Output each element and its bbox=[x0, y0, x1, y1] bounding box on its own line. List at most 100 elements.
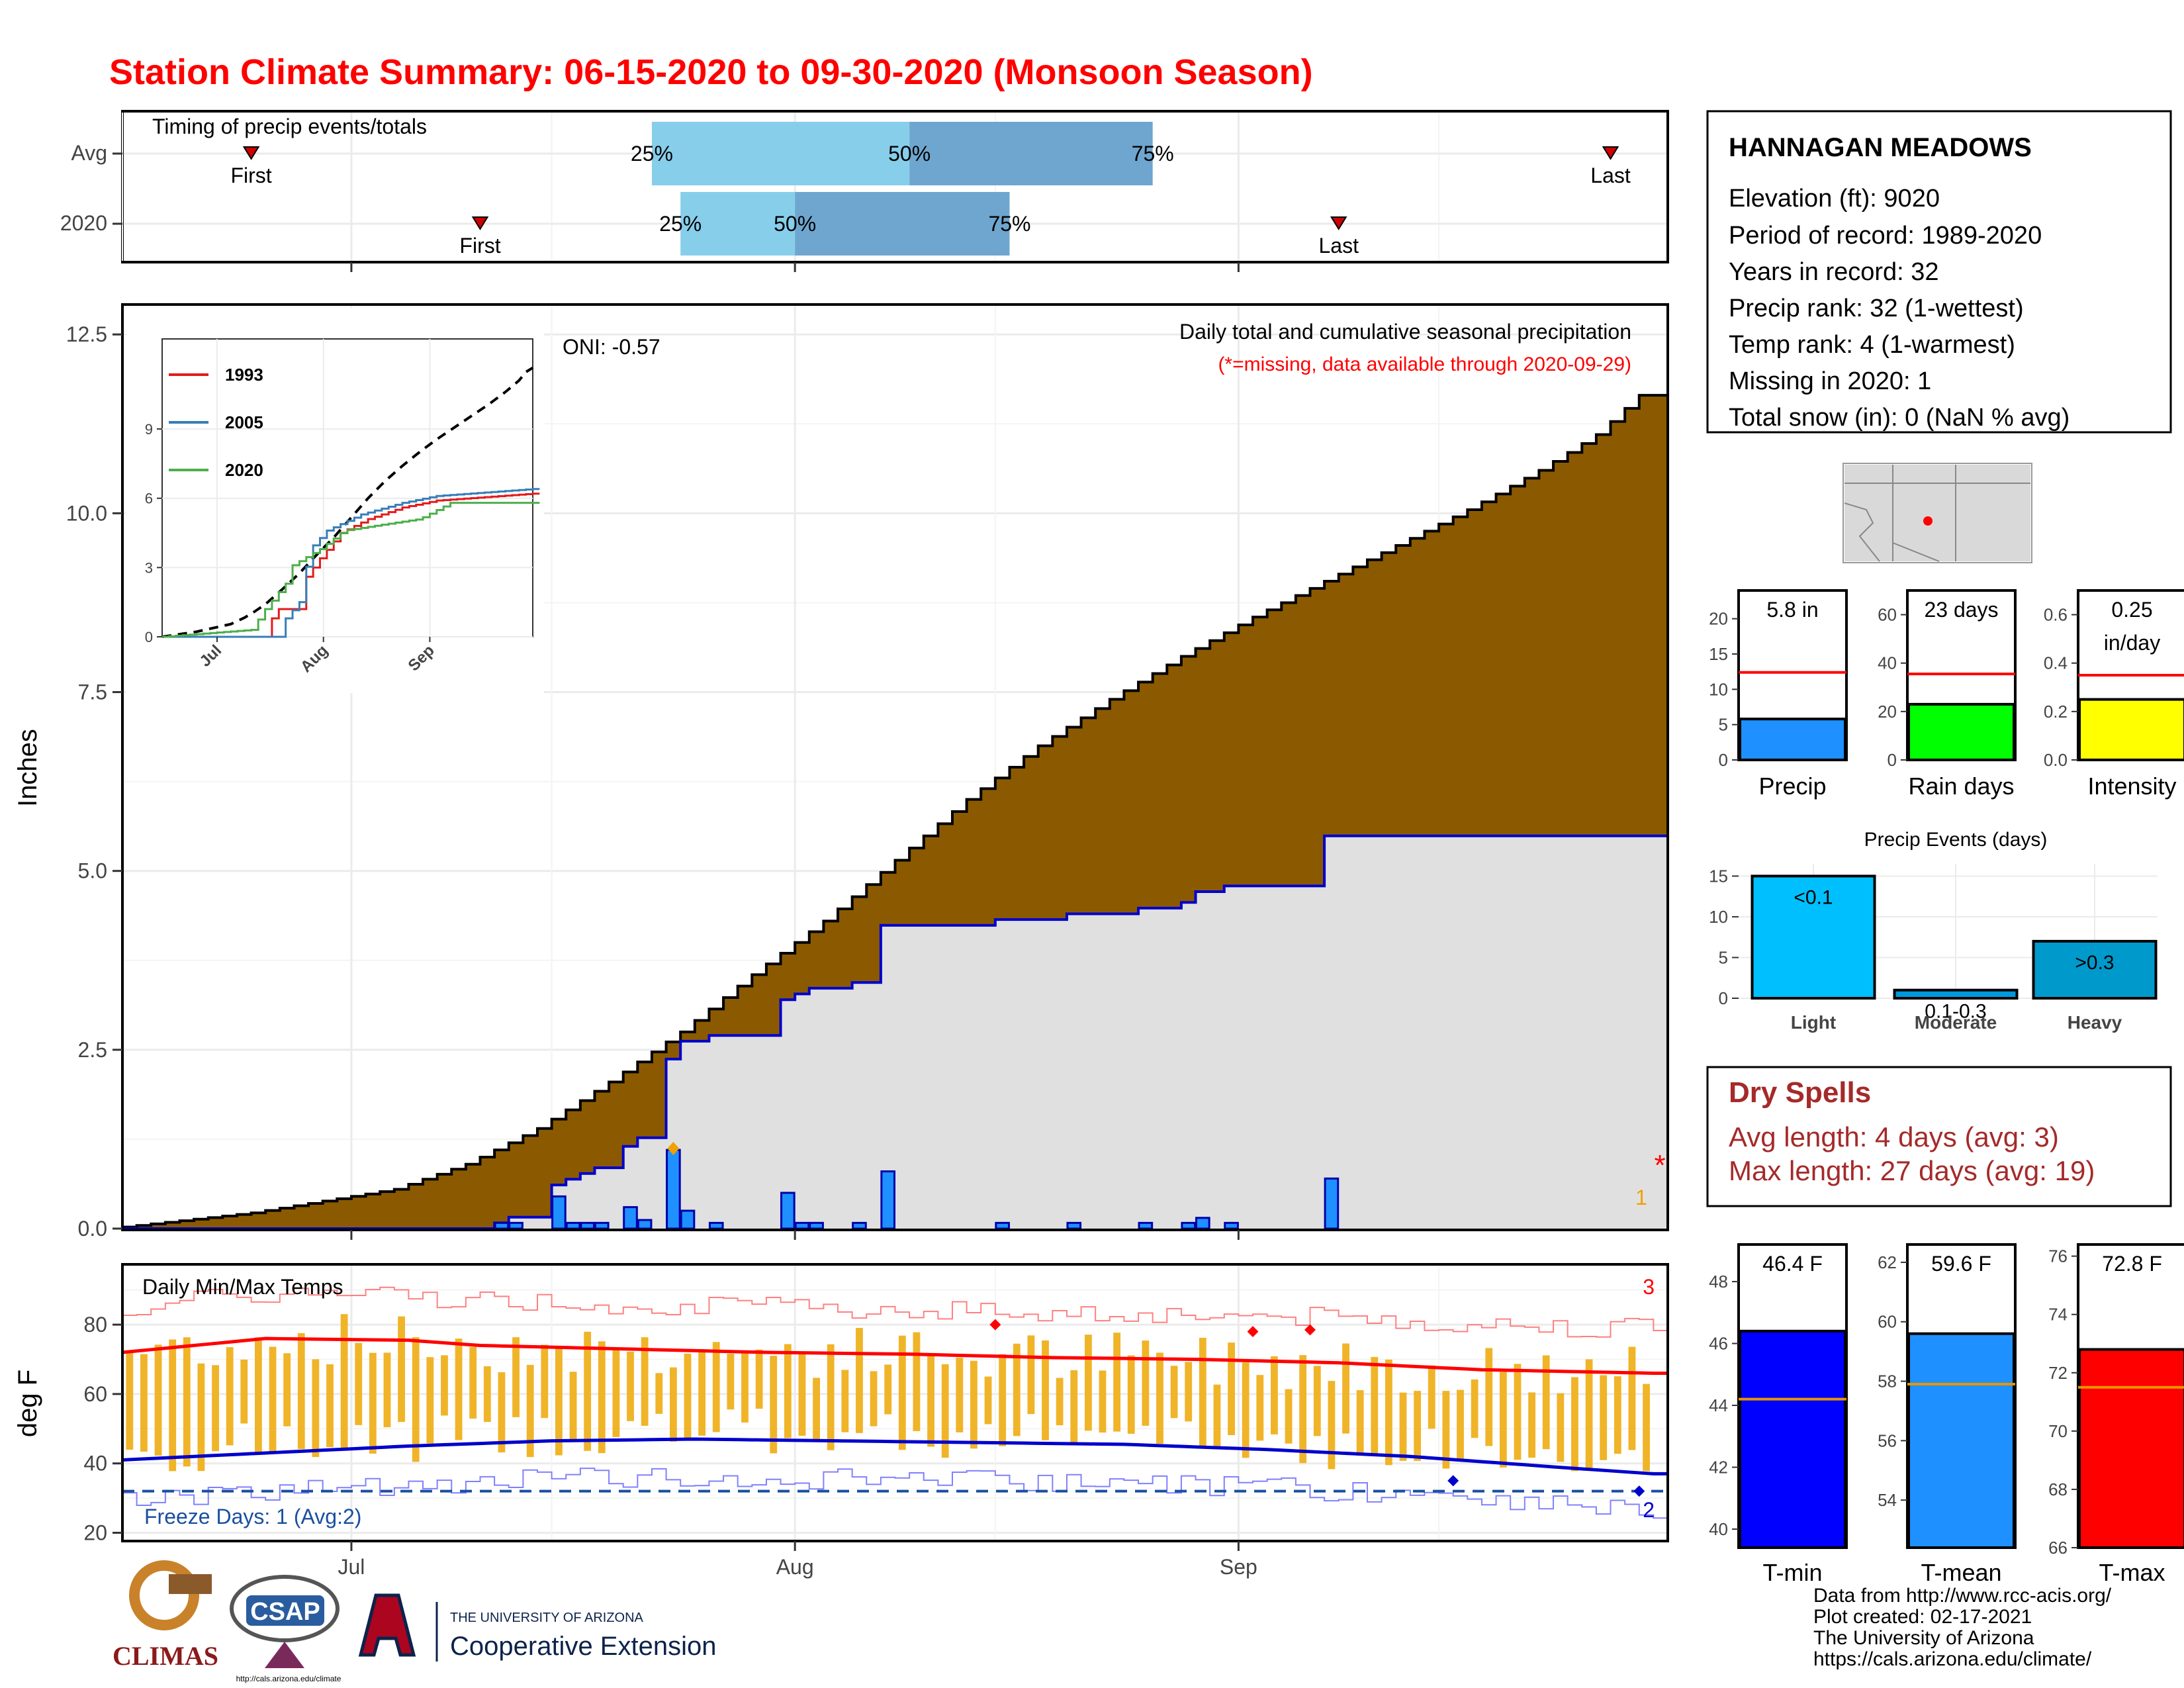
daily-temp-bar bbox=[1585, 1359, 1593, 1471]
daily-precip-bar bbox=[1224, 1221, 1239, 1230]
daily-temp-bar bbox=[1342, 1343, 1349, 1434]
daily-temp-bar bbox=[254, 1337, 262, 1455]
daily-temp-bar bbox=[569, 1372, 577, 1440]
daily-temp-bar bbox=[283, 1353, 291, 1427]
temp-summary-tick-label: 66 bbox=[2048, 1538, 2068, 1558]
summary-bar-tick-label: 60 bbox=[1878, 605, 1897, 625]
temp-summary-tick-label: 72 bbox=[2048, 1363, 2068, 1383]
temp-gridlines bbox=[122, 1266, 1666, 1540]
daily-temp-bar bbox=[970, 1360, 978, 1449]
daily-temp-bar bbox=[197, 1363, 205, 1472]
daily-temp-bar bbox=[1099, 1370, 1107, 1433]
temp-y-axis: 20 40 60 80 bbox=[83, 1313, 122, 1545]
freeze-days-label: Freeze Days: 1 (Avg:2) bbox=[144, 1505, 361, 1528]
temp-summary-name: T-mean bbox=[1921, 1559, 2001, 1586]
timing-q50-label: 50% bbox=[888, 142, 931, 165]
temp-summary-tick-label: 46 bbox=[1709, 1334, 1728, 1354]
summary-bar-value bbox=[2078, 698, 2184, 761]
precip-y-tick-label: 2.5 bbox=[78, 1038, 107, 1062]
summary-bar-tick-label: 0.4 bbox=[2044, 653, 2068, 673]
daily-temp-bar bbox=[455, 1338, 463, 1440]
precip-events-category-label: Moderate bbox=[1915, 1012, 1997, 1033]
station-info-box: HANNAGAN MEADOWS Elevation (ft): 9020 Pe… bbox=[1706, 110, 2172, 434]
timing-last-marker bbox=[1602, 146, 1619, 160]
csap-logo-text: CSAP bbox=[250, 1598, 320, 1626]
station-name: HANNAGAN MEADOWS bbox=[1729, 133, 2032, 162]
daily-temp-bar bbox=[655, 1373, 663, 1414]
summary-bar-value-label-2: in/day bbox=[2104, 631, 2160, 655]
daily-temp-bar bbox=[1199, 1337, 1206, 1448]
summary-bar-tick-label: 0 bbox=[1719, 750, 1728, 770]
daily-temp-bar bbox=[870, 1371, 878, 1427]
daily-temp-bar bbox=[412, 1337, 420, 1462]
daily-temp-bar bbox=[612, 1350, 620, 1437]
temp-summary-value-bar bbox=[2078, 1348, 2184, 1549]
inset-y-tick-label: 6 bbox=[145, 491, 153, 507]
dry-spells-title: Dry Spells bbox=[1729, 1076, 1871, 1109]
daily-temp-bar bbox=[1313, 1366, 1321, 1436]
temp-y-tick-label: 20 bbox=[83, 1521, 107, 1545]
summary-bar-tick-label: 10 bbox=[1709, 679, 1728, 699]
summary-bar-charts: 0 5 10 15 20 5.8 in Precip 0 20 40 60 23 days Rain d… bbox=[1709, 589, 2184, 800]
daily-temp-bar bbox=[755, 1349, 763, 1409]
precip-events-bar-label: >0.3 bbox=[2075, 952, 2114, 974]
oni-label: ONI: -0.57 bbox=[563, 335, 660, 359]
temp-summary-tick-label: 74 bbox=[2048, 1305, 2068, 1325]
daily-temp-bar bbox=[555, 1347, 563, 1456]
daily-temp-bar bbox=[297, 1333, 305, 1450]
timing-bar-q50-q75 bbox=[795, 192, 1010, 256]
daily-temp-bar bbox=[1156, 1352, 1163, 1444]
temp-summary-value-label: 59.6 F bbox=[1931, 1252, 1991, 1276]
precip-y-tick-label: 0.0 bbox=[78, 1217, 107, 1241]
summary-bar-value bbox=[1907, 702, 2015, 762]
daily-temp-bar bbox=[1571, 1377, 1578, 1472]
inset-lines bbox=[161, 366, 540, 638]
record-low-marker bbox=[1447, 1475, 1459, 1487]
daily-temp-bar bbox=[1213, 1384, 1221, 1448]
daily-precip-bar bbox=[680, 1209, 696, 1230]
daily-temp-bar bbox=[398, 1316, 406, 1423]
dry-spells-frame bbox=[1706, 1066, 2172, 1207]
temp-summary-tick-label: 62 bbox=[1878, 1252, 1897, 1272]
daily-temp-bar bbox=[226, 1347, 234, 1446]
csap-url: http://cals.arizona.edu/climate bbox=[236, 1674, 341, 1683]
summary-bar-tick-label: 15 bbox=[1709, 644, 1728, 664]
precip-events-bar-label: <0.1 bbox=[1794, 886, 1833, 908]
climas-logo-block bbox=[169, 1574, 212, 1594]
timing-row-avg-label: Avg bbox=[71, 141, 107, 165]
csap-logo: CSAP http://cals.arizona.edu/climate bbox=[230, 1575, 341, 1683]
summary-bar-tick-label: 0 bbox=[1888, 750, 1897, 770]
inset-line-2005 bbox=[162, 488, 540, 638]
inset-plot-frame bbox=[161, 338, 533, 637]
station-missing: Missing in 2020: 1 bbox=[1729, 367, 1931, 395]
daily-precip-bar bbox=[852, 1221, 867, 1230]
daily-precip-bar bbox=[1195, 1217, 1210, 1230]
record-high-marker bbox=[989, 1319, 1001, 1331]
inset-legend-label: 2005 bbox=[225, 412, 263, 432]
summary-bar-name: Rain days bbox=[1908, 773, 2014, 800]
daily-precip-bar bbox=[1324, 1177, 1340, 1230]
daily-precip-bar bbox=[995, 1221, 1010, 1230]
daily-temp-bar bbox=[727, 1353, 735, 1410]
dry-spells-max: Max length: 27 days (avg: 19) bbox=[1729, 1155, 2095, 1186]
summary-bar-value-label: 23 days bbox=[1924, 598, 1998, 622]
daily-temp-bar bbox=[426, 1357, 434, 1444]
station-years: Years in record: 32 bbox=[1729, 258, 1939, 286]
daily-temp-bar bbox=[1628, 1346, 1636, 1450]
station-elevation: Elevation (ft): 9020 bbox=[1729, 185, 1940, 212]
temp-summary-tick-label: 54 bbox=[1878, 1490, 1897, 1510]
temp-summary-tick-label: 58 bbox=[1878, 1372, 1897, 1391]
daily-temp-bar bbox=[941, 1364, 949, 1458]
daily-temp-bar bbox=[770, 1356, 778, 1454]
timing-rows: 25% 50% 75% First Last 25% 50% 75% First Last bbox=[230, 122, 1631, 258]
summary-bar-tick-label: 20 bbox=[1878, 702, 1897, 722]
climas-logo-text: CLIMAS bbox=[113, 1641, 218, 1671]
daily-precip-bar bbox=[880, 1170, 896, 1230]
precip-y-axis: 0.0 2.5 5.0 7.5 10.0 12.5 bbox=[66, 322, 122, 1241]
daily-temp-bar bbox=[1499, 1372, 1507, 1468]
temp-y-axis-label: deg F bbox=[13, 1370, 42, 1437]
daily-temp-bar bbox=[541, 1344, 549, 1419]
summary-bar-tick-label: 5 bbox=[1719, 715, 1728, 735]
record-low-marker bbox=[1633, 1485, 1645, 1497]
precip-events-bar-heavy bbox=[2032, 939, 2158, 1000]
